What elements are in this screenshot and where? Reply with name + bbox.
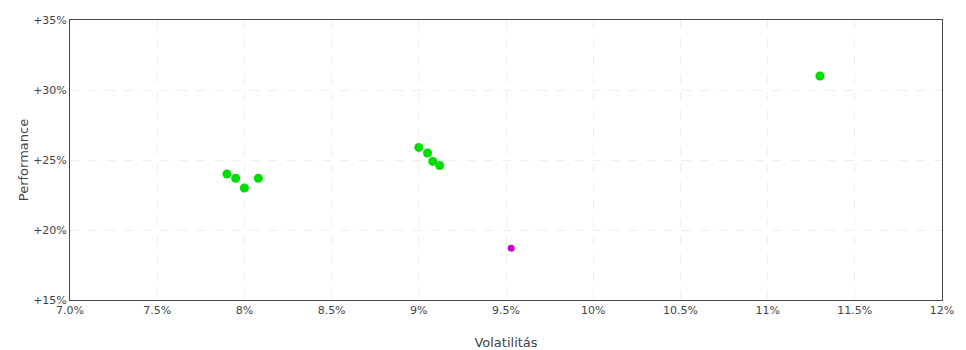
svg-text:+25%: +25% (33, 154, 67, 167)
svg-text:12%: 12% (930, 304, 954, 317)
svg-text:11%: 11% (755, 304, 779, 317)
svg-text:+30%: +30% (33, 84, 67, 97)
svg-text:8.5%: 8.5% (318, 304, 346, 317)
svg-text:7.5%: 7.5% (143, 304, 171, 317)
svg-text:Performance: Performance (16, 119, 31, 201)
svg-text:9.5%: 9.5% (492, 304, 520, 317)
svg-text:10.5%: 10.5% (663, 304, 698, 317)
svg-text:+35%: +35% (33, 14, 67, 27)
svg-text:11.5%: 11.5% (837, 304, 872, 317)
svg-text:10%: 10% (581, 304, 605, 317)
svg-text:7.0%: 7.0% (56, 304, 84, 317)
svg-text:9%: 9% (410, 304, 427, 317)
svg-text:+20%: +20% (33, 224, 67, 237)
svg-text:8%: 8% (236, 304, 253, 317)
svg-text:+15%: +15% (33, 294, 67, 307)
svg-text:Volatilitás: Volatilitás (474, 335, 537, 350)
